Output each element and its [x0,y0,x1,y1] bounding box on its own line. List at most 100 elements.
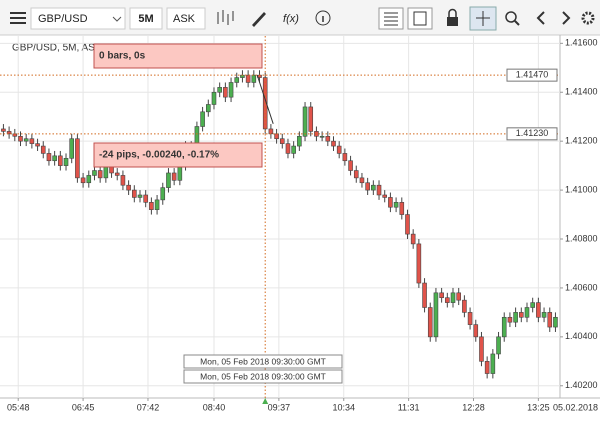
candle-body [29,138,35,144]
x-tick-label: 05:48 [7,402,30,412]
candle-body [154,199,160,210]
candle-body [234,77,240,83]
lock-button[interactable] [447,17,458,26]
candle-body [365,182,370,191]
candle-body [393,202,399,208]
y-tick-label: 1.41200 [565,136,598,146]
zoom-glyph [514,20,520,26]
instrument-label: GBP/USD [38,13,88,25]
price-label: 1.41470 [516,70,549,80]
side-button[interactable] [166,7,206,30]
candle-body [211,91,217,105]
crosshair-time: Mon, 05 Feb 2018 09:30:00 GMT [200,356,326,366]
toolbar: GBP/USD 5M ASK f(x) [0,0,600,36]
x-tick-label: 08:40 [203,402,226,412]
zoom-button[interactable] [505,11,517,23]
candle-body [336,145,342,154]
draw-button[interactable] [252,12,266,27]
candle-body [302,106,308,137]
grid-glyph [384,12,398,26]
candle-body [490,353,496,374]
candle-body [120,175,126,186]
candle-body [541,312,547,318]
prev-button[interactable] [536,11,545,25]
candle-body [371,184,376,191]
candle-body [433,292,439,338]
menu-button[interactable] [10,12,26,24]
candle-body [382,194,388,198]
period-button[interactable] [129,7,163,30]
candle-body [331,140,336,147]
candle-body [445,297,450,303]
grid-button[interactable] [378,7,404,30]
crosshair-time-box [183,354,343,369]
chart-type-button[interactable] [217,10,234,25]
candle-body [348,160,353,171]
candle-body [456,292,461,301]
function-button[interactable]: f(x) [283,13,299,25]
x-tick-label: 10:34 [332,402,355,412]
candle-body [279,138,285,144]
candle-body [325,135,331,142]
x-tick-label: 06:45 [72,402,95,412]
instrument-select[interactable] [30,7,126,30]
info-button[interactable] [315,10,331,26]
candle-body [63,157,69,166]
measure-box [93,142,263,168]
candle-body [35,143,40,147]
candle-body [137,194,143,198]
measure-label: -24 pips, -0.00240, -0.17% [99,150,219,161]
candle-body [86,175,92,184]
candle-body [132,189,137,198]
candle-body [46,153,52,162]
y-tick-label: 1.40200 [565,380,598,390]
candle-body [114,172,120,176]
period-label: 5M [138,13,153,25]
price-label: 1.41230 [516,128,549,138]
candle-body [274,133,279,140]
candle-body [75,138,80,179]
x-tick-label: 11:31 [398,402,420,412]
candle-body [58,155,63,166]
candle-body [92,170,97,176]
candle-body [524,307,530,318]
candle-body [319,135,325,138]
candle-body [228,82,234,98]
measure-label: 0 bars, 0s [99,51,146,62]
candle-body [23,138,29,142]
candle-body [422,282,427,308]
price-label-box [506,68,558,82]
candle-body [18,135,23,142]
candle-body [450,292,456,303]
measure-arrow [256,74,274,124]
candle-body [342,153,348,162]
candle-body [496,336,501,355]
y-tick-label: 1.40400 [565,331,598,341]
x-tick-label: 07:42 [137,402,160,412]
candle-body [479,336,484,362]
x-tick-label: 09:37 [268,402,291,412]
crosshair-time-box [183,369,343,384]
candle-body [427,307,433,338]
candle-body [69,138,74,159]
candle-body [177,165,183,181]
crosshair-time: Mon, 05 Feb 2018 09:30:00 GMT [200,371,326,381]
settings-button[interactable] [581,11,595,25]
lock-glyph [448,8,457,17]
x-tick-label: 13:25 [527,402,550,412]
candle-body [547,312,553,328]
candle-body [268,128,274,135]
candle-body [171,172,177,181]
candle-body [1,128,6,132]
table-button[interactable] [407,7,433,30]
candle-body [291,145,296,154]
candle-body [40,145,46,154]
candle-body [126,184,131,191]
x-tick-label: 12:28 [462,402,485,412]
candle-body [223,87,228,98]
candle-body [217,87,222,93]
next-button[interactable] [562,11,571,25]
candle-body [473,324,479,338]
crosshair-glyph [476,11,490,26]
candle-body [160,187,166,201]
